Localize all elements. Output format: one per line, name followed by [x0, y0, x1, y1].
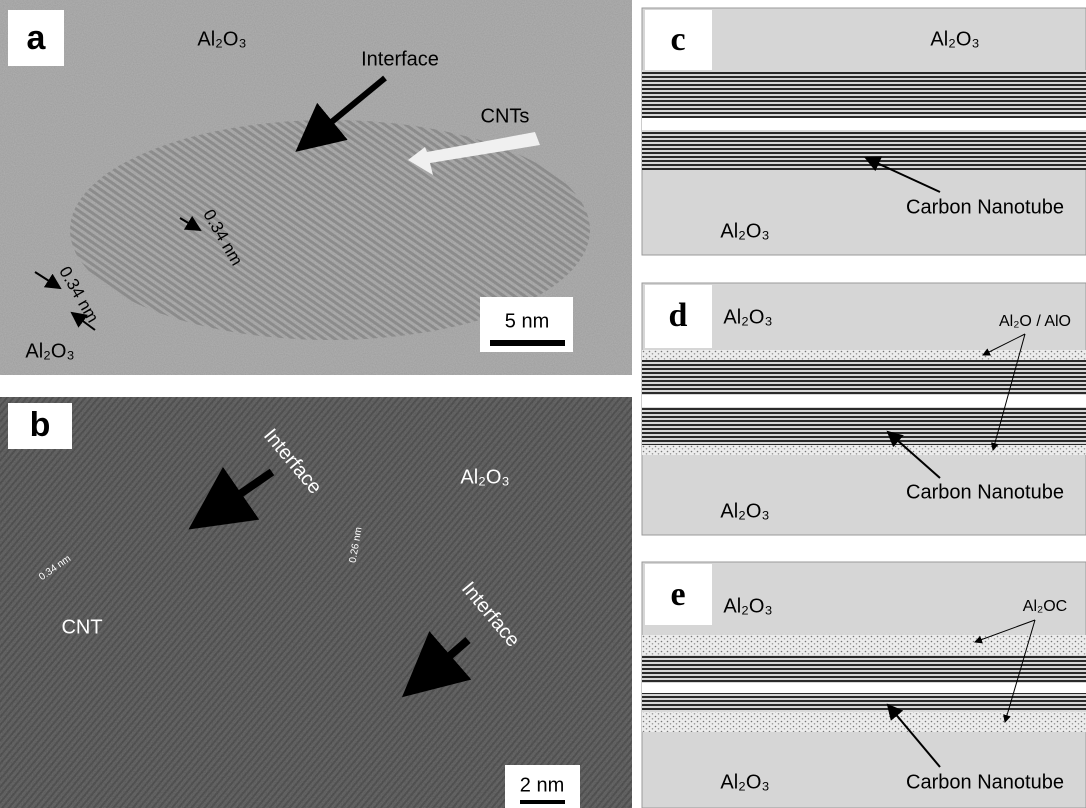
gap [642, 395, 1086, 407]
lattice-fringes [0, 397, 632, 808]
cnt-layer [642, 693, 1086, 712]
gap [642, 683, 1086, 693]
scale-bar [490, 340, 565, 346]
annotation: Al₂OC [1023, 598, 1067, 615]
panel-label: b [30, 406, 51, 444]
annotation: Interface [361, 48, 439, 70]
panel-label: c [670, 21, 685, 58]
material-label: Al₂O₃ [197, 28, 246, 50]
material-label: Al₂O₃ [460, 466, 509, 488]
scale-bar-label: 5 nm [505, 310, 549, 332]
panel-c: c Al₂O₃ Carbon Nanotube Al₂O₃ [642, 8, 1086, 255]
material-label: Al₂O₃ [720, 500, 769, 522]
scale-bar-label: 2 nm [520, 774, 564, 796]
annotation: CNT [61, 616, 102, 638]
annotation: Carbon Nanotube [906, 196, 1064, 218]
interlayer [642, 635, 1086, 655]
panel-e: e Al₂O₃ Al₂OC Carbon Nanotube Al₂O₃ [642, 562, 1086, 808]
material-label: Al₂O₃ [723, 306, 772, 328]
annotation: Al₂O / AlO [999, 313, 1071, 330]
annotation: Carbon Nanotube [906, 481, 1064, 503]
cnt-layer [642, 130, 1086, 170]
panel-label: e [670, 576, 685, 613]
panel-d: d Al₂O₃ Al₂O / AlO Carbon Nanotube Al₂O₃ [642, 283, 1086, 535]
panel-label: a [27, 19, 47, 57]
scale-bar [520, 800, 565, 804]
cnt-layer [642, 70, 1086, 118]
cnt-layer [642, 360, 1086, 395]
interlayer [642, 445, 1086, 455]
gap [642, 118, 1086, 130]
panel-label: d [669, 297, 688, 334]
figure: a Al₂O₃ Interface CNTs 0.34 nm 0.34 nm A… [0, 0, 1086, 808]
panel-a: a Al₂O₃ Interface CNTs 0.34 nm 0.34 nm A… [0, 0, 632, 375]
annotation: CNTs [481, 105, 530, 127]
annotation: Carbon Nanotube [906, 771, 1064, 793]
material-label: Al₂O₃ [25, 340, 74, 362]
material-label: Al₂O₃ [930, 28, 979, 50]
interlayer [642, 712, 1086, 732]
material-label: Al₂O₃ [720, 771, 769, 793]
material-label: Al₂O₃ [723, 595, 772, 617]
panel-b: b Interface Al₂O₃ 0.26 nm 0.34 nm CNT In… [0, 397, 632, 808]
cnt-layer [642, 407, 1086, 445]
cnt-layer [642, 655, 1086, 683]
material-label: Al₂O₃ [720, 220, 769, 242]
